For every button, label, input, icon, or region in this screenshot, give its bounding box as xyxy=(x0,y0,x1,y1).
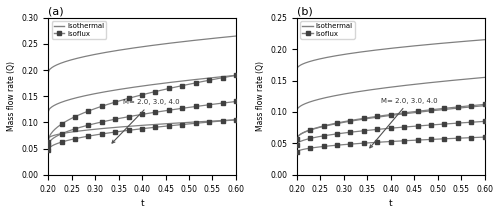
Legend: Isothermal, Isoflux: Isothermal, Isoflux xyxy=(52,21,106,39)
Text: (b): (b) xyxy=(297,7,312,17)
Text: (a): (a) xyxy=(48,7,64,17)
X-axis label: t: t xyxy=(389,199,392,208)
Y-axis label: Mass flow rate (Q): Mass flow rate (Q) xyxy=(256,61,264,131)
Legend: Isothermal, Isoflux: Isothermal, Isoflux xyxy=(300,21,355,39)
Text: M= 2.0, 3.0, 4.0: M= 2.0, 3.0, 4.0 xyxy=(112,99,180,143)
X-axis label: t: t xyxy=(140,199,144,208)
Text: M= 2.0, 3.0, 4.0: M= 2.0, 3.0, 4.0 xyxy=(370,98,438,148)
Y-axis label: Mass flow rate (Q): Mass flow rate (Q) xyxy=(7,61,16,131)
